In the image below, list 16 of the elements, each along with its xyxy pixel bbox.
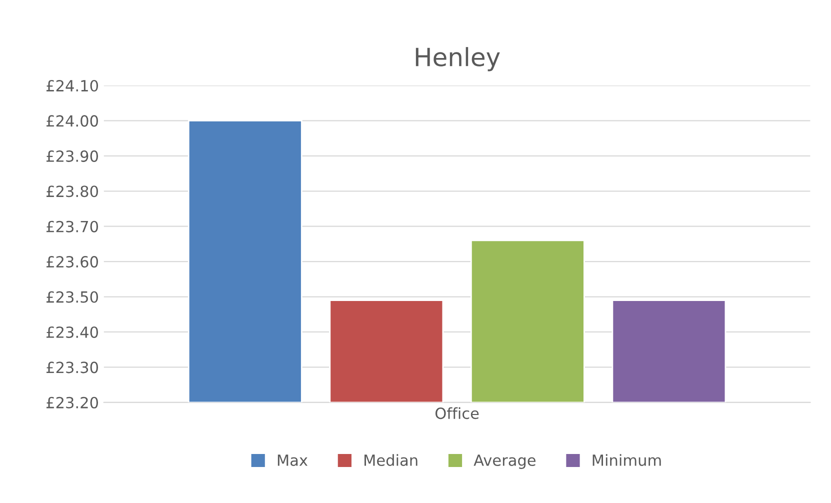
y-tick-label: £23.60 [46,256,98,268]
legend-label: Average [474,454,536,469]
x-tick-label: Office [435,407,479,420]
y-tick-label: £23.20 [46,396,98,408]
y-tick-label: £24.10 [46,80,98,92]
legend-label: Max [278,454,308,466]
y-tick-label: £23.30 [46,362,98,374]
y-tick-label: £23.80 [46,186,98,198]
y-tick-label: £24.00 [46,115,98,127]
y-tick-label: £23.40 [46,326,98,338]
legend-label: Minimum [592,454,661,466]
y-tick-label: £23.90 [46,150,98,162]
chart-title: Henley [416,47,500,72]
y-tick-label: £23.70 [46,220,98,232]
y-tick-label: £23.50 [46,291,98,303]
legend-label: Median [364,454,418,466]
